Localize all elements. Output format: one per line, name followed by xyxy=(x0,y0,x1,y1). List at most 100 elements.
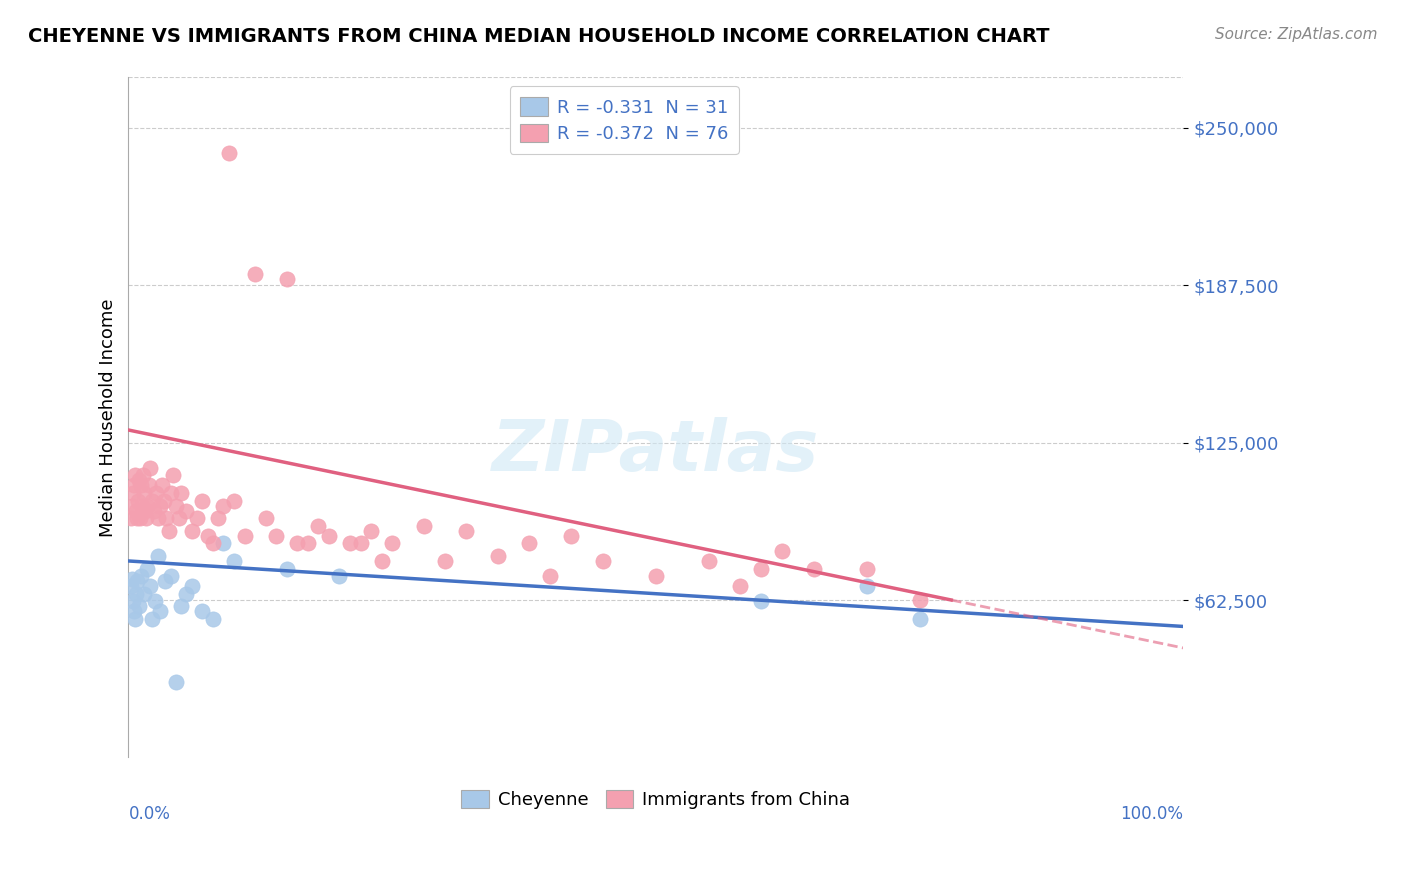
Point xyxy=(772,544,794,558)
Point xyxy=(121,486,143,500)
Point xyxy=(121,499,143,513)
Point xyxy=(136,561,159,575)
Point xyxy=(243,267,266,281)
Point xyxy=(297,536,319,550)
Point xyxy=(120,579,142,593)
Point xyxy=(141,493,163,508)
Point xyxy=(751,561,773,575)
Point xyxy=(125,503,148,517)
Point xyxy=(264,529,287,543)
Point xyxy=(222,493,245,508)
Point xyxy=(129,511,152,525)
Point xyxy=(125,511,148,525)
Point xyxy=(856,561,879,575)
Point xyxy=(212,536,235,550)
Point xyxy=(159,486,181,500)
Point xyxy=(486,549,509,563)
Point xyxy=(381,536,404,550)
Point xyxy=(159,569,181,583)
Point xyxy=(129,569,152,583)
Y-axis label: Median Household Income: Median Household Income xyxy=(100,298,117,537)
Point xyxy=(339,536,361,550)
Point xyxy=(128,599,150,614)
Point xyxy=(856,579,879,593)
Point xyxy=(146,511,169,525)
Point xyxy=(141,612,163,626)
Point xyxy=(128,474,150,488)
Point xyxy=(328,569,350,583)
Point xyxy=(908,612,931,626)
Point xyxy=(167,511,190,525)
Point xyxy=(150,478,173,492)
Point xyxy=(218,146,240,161)
Text: ZIPatlas: ZIPatlas xyxy=(492,417,820,486)
Text: CHEYENNE VS IMMIGRANTS FROM CHINA MEDIAN HOUSEHOLD INCOME CORRELATION CHART: CHEYENNE VS IMMIGRANTS FROM CHINA MEDIAN… xyxy=(28,27,1050,45)
Point xyxy=(180,579,202,593)
Point xyxy=(908,593,931,607)
Point xyxy=(125,587,148,601)
Point xyxy=(127,493,149,508)
Point xyxy=(136,499,159,513)
Point xyxy=(433,554,456,568)
Point xyxy=(129,478,152,492)
Point xyxy=(142,503,165,517)
Point xyxy=(307,518,329,533)
Point xyxy=(134,503,156,517)
Point xyxy=(697,554,720,568)
Point xyxy=(191,604,214,618)
Point xyxy=(162,468,184,483)
Point xyxy=(120,511,142,525)
Point xyxy=(454,524,477,538)
Point xyxy=(170,486,193,500)
Point xyxy=(146,549,169,563)
Point xyxy=(201,536,224,550)
Point xyxy=(155,511,177,525)
Point xyxy=(138,478,160,492)
Point xyxy=(176,503,198,517)
Point xyxy=(134,587,156,601)
Point xyxy=(412,518,434,533)
Point xyxy=(124,612,146,626)
Point xyxy=(122,478,145,492)
Point xyxy=(122,604,145,618)
Point xyxy=(134,486,156,500)
Point xyxy=(155,574,177,588)
Text: Source: ZipAtlas.com: Source: ZipAtlas.com xyxy=(1215,27,1378,42)
Point xyxy=(644,569,666,583)
Point xyxy=(197,529,219,543)
Point xyxy=(233,529,256,543)
Point xyxy=(143,594,166,608)
Point xyxy=(149,604,172,618)
Point xyxy=(751,594,773,608)
Point xyxy=(170,599,193,614)
Point xyxy=(153,493,176,508)
Point xyxy=(125,574,148,588)
Point xyxy=(186,511,208,525)
Point xyxy=(730,579,752,593)
Point xyxy=(121,594,143,608)
Point xyxy=(560,529,582,543)
Point xyxy=(212,499,235,513)
Point xyxy=(135,511,157,525)
Text: 0.0%: 0.0% xyxy=(128,805,170,823)
Point xyxy=(132,468,155,483)
Point xyxy=(517,536,540,550)
Point xyxy=(201,612,224,626)
Point xyxy=(145,486,167,500)
Point xyxy=(124,468,146,483)
Point xyxy=(131,499,153,513)
Point xyxy=(254,511,277,525)
Point xyxy=(592,554,614,568)
Point xyxy=(285,536,308,550)
Point xyxy=(538,569,561,583)
Point xyxy=(165,674,187,689)
Legend: Cheyenne, Immigrants from China: Cheyenne, Immigrants from China xyxy=(454,782,858,816)
Point xyxy=(349,536,371,550)
Point xyxy=(138,460,160,475)
Point xyxy=(165,499,187,513)
Point xyxy=(222,554,245,568)
Point xyxy=(276,272,298,286)
Point xyxy=(276,561,298,575)
Point xyxy=(318,529,340,543)
Point xyxy=(138,579,160,593)
